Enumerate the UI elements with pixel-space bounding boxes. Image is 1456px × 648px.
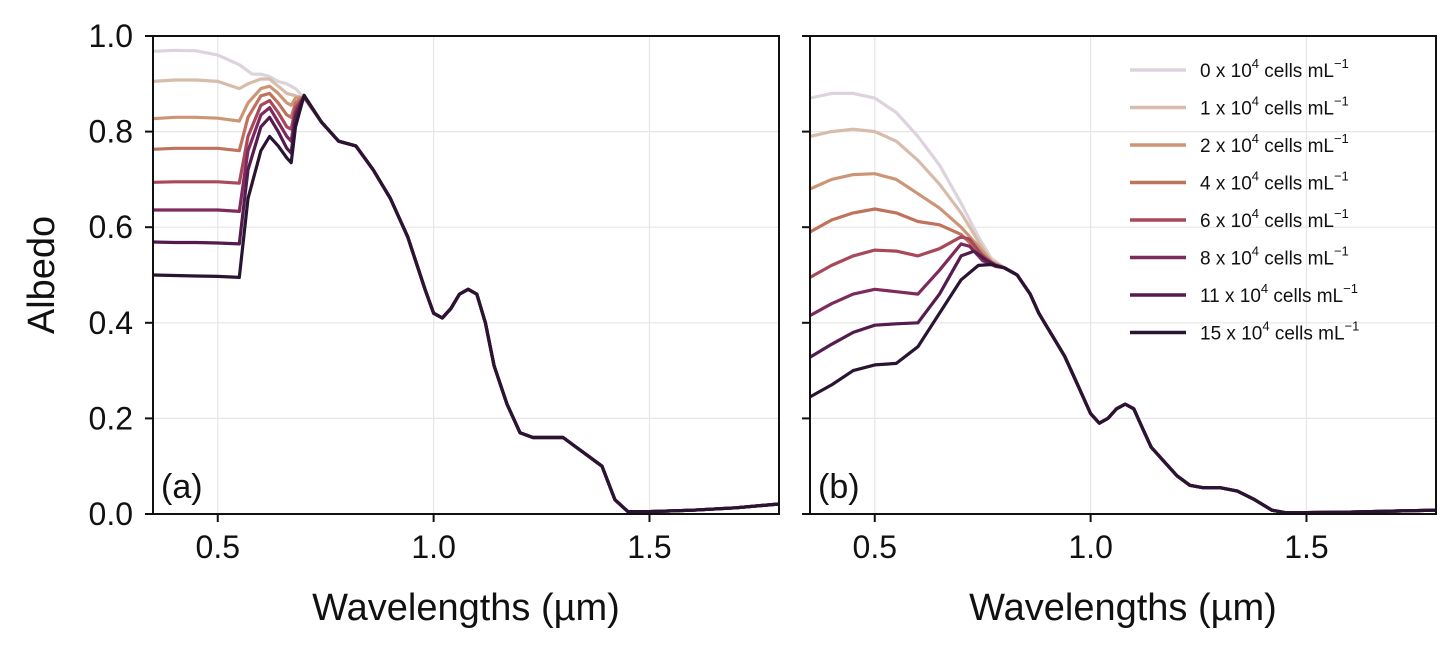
legend-label-5: 8 x 104 cells mL−1 bbox=[1200, 244, 1349, 270]
panel-a: 0.5 1.0 1.5 0.0 0.2 0.4 0.6 0.8 1.0 Wavelengths (… bbox=[21, 18, 780, 629]
panel-label: (a) bbox=[161, 468, 203, 506]
plot-frame bbox=[152, 35, 780, 515]
x-tick-label-1: 1.0 bbox=[1068, 529, 1112, 565]
y-tick-label-3: 0.6 bbox=[89, 209, 133, 245]
panel-label: (b) bbox=[818, 468, 860, 506]
legend-label-4: 6 x 104 cells mL−1 bbox=[1200, 206, 1349, 232]
legend-label-3: 4 x 104 cells mL−1 bbox=[1200, 169, 1349, 195]
series-line-7 bbox=[153, 93, 779, 514]
series-group bbox=[810, 91, 1436, 514]
plot-frame bbox=[809, 35, 1437, 515]
legend-label-0: 0 x 104 cells mL−1 bbox=[1200, 56, 1349, 82]
y-tick-label-4: 0.8 bbox=[89, 114, 133, 150]
legend-label-1: 1 x 104 cells mL−1 bbox=[1200, 94, 1349, 120]
x-tick-label-0: 0.5 bbox=[853, 529, 897, 565]
x-axis-title: Wavelengths (µm) bbox=[969, 587, 1277, 629]
legend-label-2: 2 x 104 cells mL−1 bbox=[1200, 131, 1349, 157]
y-axis-title: Albedo bbox=[21, 216, 63, 334]
x-axis-title: Wavelengths (µm) bbox=[312, 587, 620, 629]
legend-label-7: 15 x 104 cells mL−1 bbox=[1200, 319, 1359, 345]
series-line-7 bbox=[810, 262, 1436, 514]
series-line-5 bbox=[810, 242, 1436, 514]
series-line-1 bbox=[810, 127, 1436, 514]
series-line-5 bbox=[153, 94, 779, 514]
y-tick-label-5: 1.0 bbox=[89, 18, 133, 54]
series-line-4 bbox=[810, 235, 1436, 514]
legend: 0 x 104 cells mL−1 1 x 104 cells mL−1 2 x … bbox=[1130, 56, 1359, 345]
x-tick-label-2: 1.5 bbox=[1284, 529, 1328, 565]
series-group bbox=[153, 48, 779, 514]
y-tick-label-1: 0.2 bbox=[89, 400, 133, 436]
x-tick-label-2: 1.5 bbox=[627, 529, 671, 565]
x-tick-label-1: 1.0 bbox=[411, 529, 455, 565]
x-tick-label-0: 0.5 bbox=[196, 529, 240, 565]
y-tick-label-2: 0.4 bbox=[89, 305, 133, 341]
y-tick-label-0: 0.0 bbox=[89, 496, 133, 532]
legend-label-6: 11 x 104 cells mL−1 bbox=[1200, 281, 1358, 307]
